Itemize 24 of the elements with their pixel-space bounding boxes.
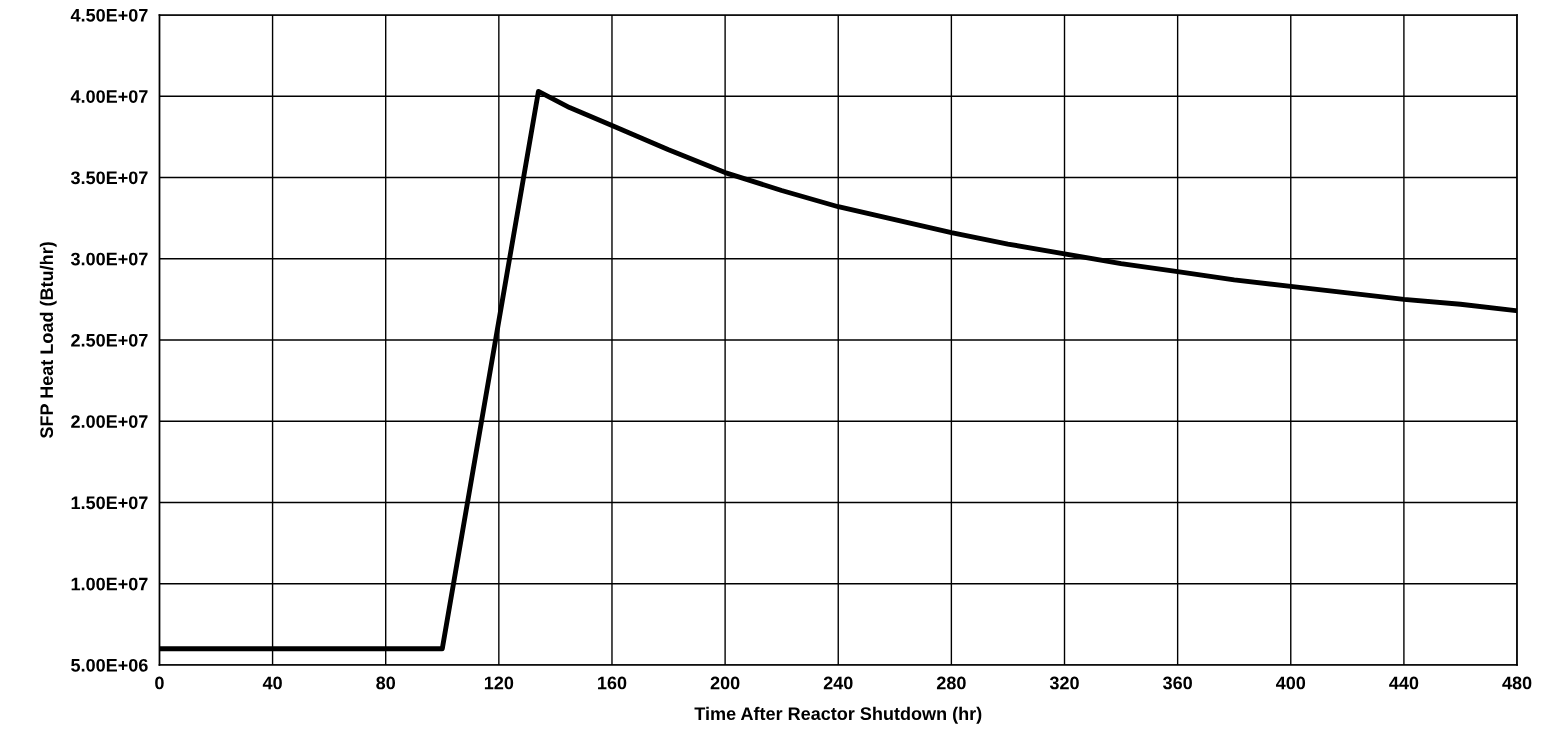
x-tick-label: 200 [710, 676, 740, 690]
x-tick-label: 400 [1275, 676, 1306, 690]
x-tick-label: 360 [1162, 676, 1192, 690]
x-tick-label: 480 [1502, 676, 1532, 690]
x-tick-label: 120 [484, 676, 514, 690]
x-tick-label: 320 [1049, 676, 1079, 690]
y-tick-label: 3.50E+07 [70, 171, 148, 185]
x-tick-label: 40 [262, 676, 282, 690]
y-axis-title: SFP Heat Load (Btu/hr) [39, 242, 57, 439]
x-tick-label: 160 [598, 676, 627, 690]
x-tick-label: 280 [936, 676, 966, 690]
x-tick-label: 240 [823, 676, 853, 690]
y-tick-label: 3.00E+07 [70, 252, 148, 266]
x-tick-label: 0 [155, 676, 164, 690]
y-tick-label: 2.00E+07 [71, 415, 148, 428]
x-tick-label: 440 [1389, 676, 1419, 690]
x-axis-title: Time After Reactor Shutdown (hr) [694, 706, 982, 724]
x-tick-label: 80 [376, 676, 396, 690]
y-tick-label: 1.50E+07 [71, 496, 148, 510]
y-tick-label: 4.50E+07 [70, 8, 148, 22]
y-tick-label: 5.00E+06 [71, 658, 148, 672]
y-tick-label: 4.00E+07 [70, 90, 148, 103]
y-tick-label: 1.00E+07 [71, 577, 148, 591]
y-tick-label: 2.50E+07 [71, 333, 148, 347]
